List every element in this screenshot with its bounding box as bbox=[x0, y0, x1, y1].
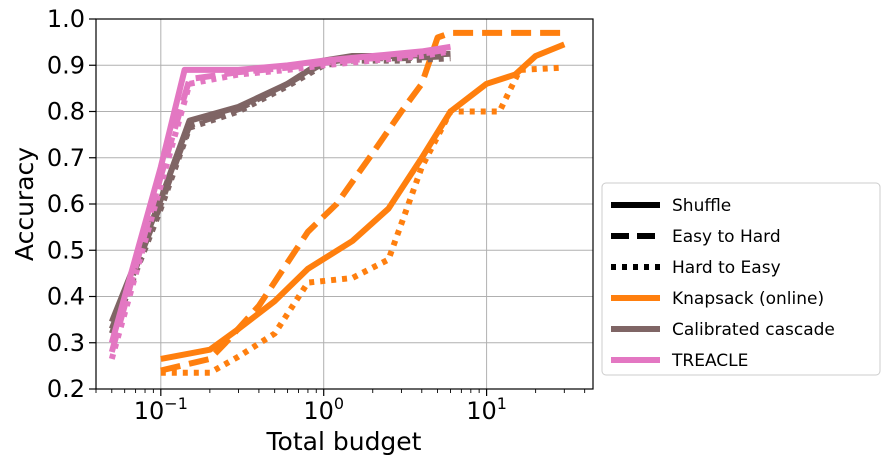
legend-label: Shuffle bbox=[672, 196, 731, 216]
series-lines bbox=[108, 29, 566, 376]
series-line-treacle-hard-to-easy bbox=[108, 48, 451, 360]
series-line-calibrated-cascade-hard-to-easy bbox=[109, 55, 451, 335]
x-tick-label: 100 bbox=[303, 394, 344, 425]
y-tick-label: 0.9 bbox=[47, 51, 85, 79]
series-line-knapsack-online-easy-to-hard bbox=[160, 29, 565, 374]
y-tick-label: 0.8 bbox=[47, 98, 85, 126]
x-tick-label: 10−1 bbox=[134, 394, 188, 425]
x-tick-label: 101 bbox=[466, 394, 507, 425]
y-tick-label: 0.6 bbox=[47, 190, 85, 218]
legend-label: Calibrated cascade bbox=[672, 320, 835, 340]
legend-frame bbox=[601, 182, 881, 376]
y-tick-label: 0.3 bbox=[47, 329, 85, 357]
y-tick-label: 0.4 bbox=[47, 283, 85, 311]
y-axis-label: Accuracy bbox=[10, 147, 39, 261]
legend-label: Knapsack (online) bbox=[672, 289, 824, 309]
legend: Shuffle Easy to Hard Hard to Easy Knapsack … bbox=[601, 182, 881, 376]
y-tick-label: 0.7 bbox=[47, 144, 85, 172]
x-axis-label: Total budget bbox=[266, 427, 422, 456]
y-tick-label: 1.0 bbox=[47, 5, 85, 33]
y-tick-label: 0.2 bbox=[47, 375, 85, 403]
legend-label: TREACLE bbox=[671, 351, 748, 371]
legend-label: Easy to Hard bbox=[672, 227, 781, 247]
y-tick-label: 0.5 bbox=[47, 236, 85, 264]
legend-label: Hard to Easy bbox=[672, 258, 781, 278]
series-line-knapsack-online-hard-to-easy bbox=[160, 64, 565, 376]
axis-ticks: 0.2 0.3 0.4 0.5 0.6 0.7 0.8 0.9 1.0 10−1 100 101 bbox=[47, 5, 586, 425]
